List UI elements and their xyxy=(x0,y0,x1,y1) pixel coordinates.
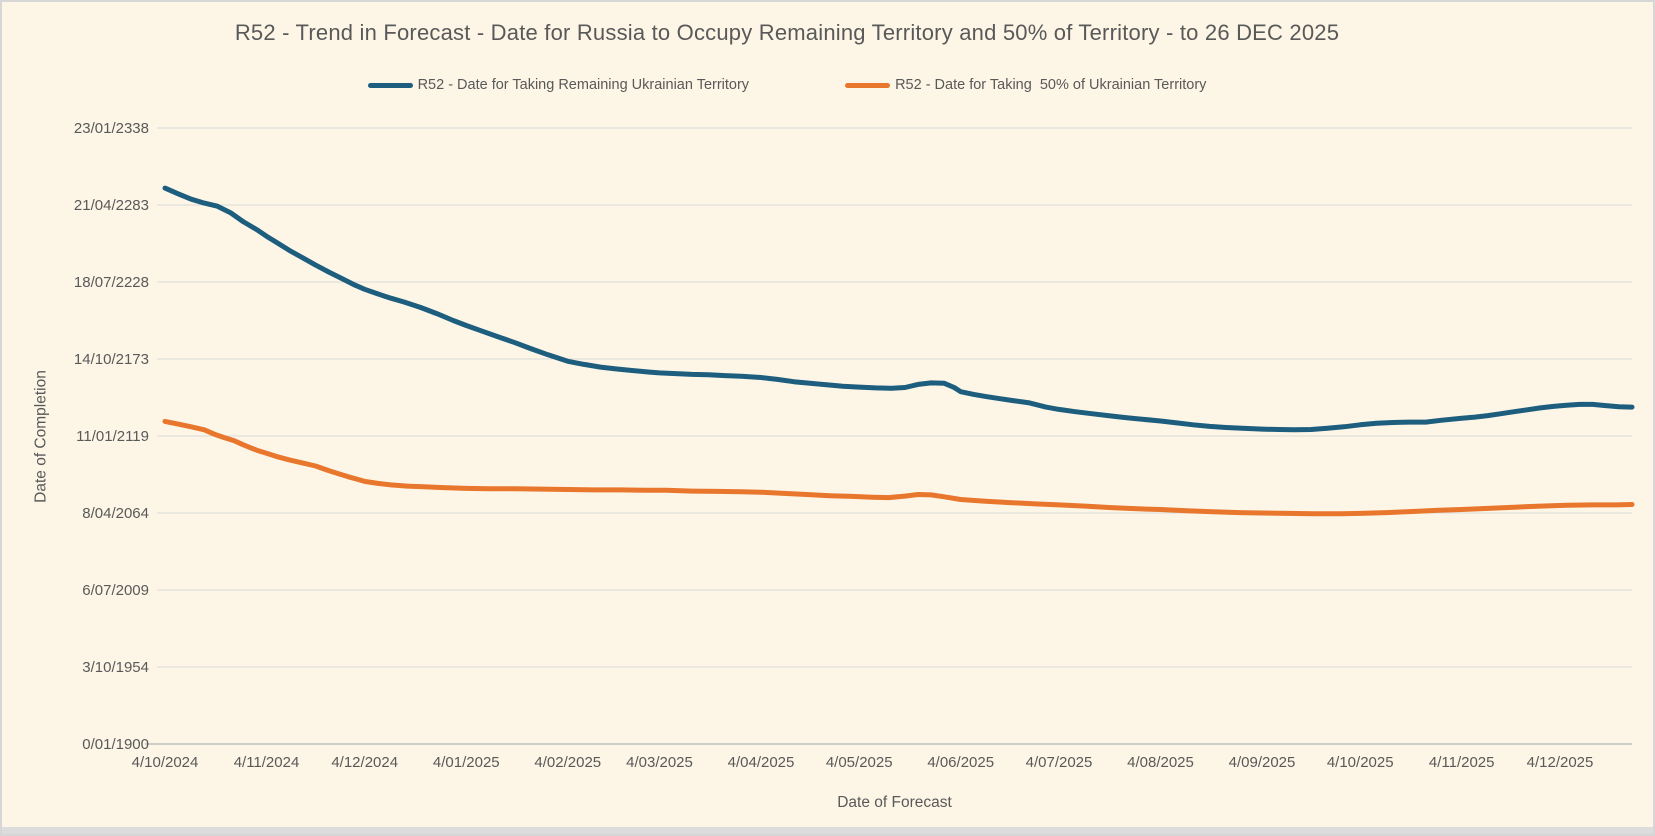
series-line-50pct-territory xyxy=(162,418,1635,517)
x-tick-label: 4/03/2025 xyxy=(626,754,693,771)
y-tick-label: 11/01/2119 xyxy=(76,428,149,445)
x-tick-label: 4/11/2025 xyxy=(1429,754,1495,771)
y-tick-label: 18/07/2228 xyxy=(74,274,149,291)
x-tick-label: 4/04/2025 xyxy=(728,754,795,771)
x-axis-title: Date of Forecast xyxy=(837,794,952,811)
y-tick-label: 23/01/2338 xyxy=(74,120,149,137)
chart-title: R52 - Trend in Forecast - Date for Russi… xyxy=(234,20,1340,45)
x-tick-label: 4/10/2024 xyxy=(132,754,199,771)
x-tick-label: 4/11/2024 xyxy=(234,754,300,771)
x-tick-label: 4/01/2025 xyxy=(433,754,500,771)
x-tick-label: 4/07/2025 xyxy=(1026,754,1093,771)
x-tick-label: 4/09/2025 xyxy=(1229,754,1296,771)
y-tick-label: 3/10/1954 xyxy=(82,659,149,676)
y-tick-label: 6/07/2009 xyxy=(82,582,149,599)
bottom-edge-strip xyxy=(2,827,1653,834)
legend-swatch-50pct-territory-icon xyxy=(845,82,891,88)
x-tick-label: 4/08/2025 xyxy=(1127,754,1194,771)
legend-item-50pct-territory: R52 - Date for Taking 50% of Ukrainian T… xyxy=(845,77,1206,93)
y-axis-title: Date of Completion xyxy=(32,370,50,503)
x-tick-label: 4/12/2025 xyxy=(1527,754,1594,771)
legend: R52 - Date for Taking Remaining Ukrainia… xyxy=(2,77,1572,93)
y-tick-label: 8/04/2064 xyxy=(82,505,149,522)
x-tick-label: 4/02/2025 xyxy=(534,754,601,771)
x-tick-label: 4/10/2025 xyxy=(1327,754,1394,771)
series-line-remaining-territory xyxy=(162,185,1635,433)
legend-item-remaining-territory: R52 - Date for Taking Remaining Ukrainia… xyxy=(367,77,750,93)
legend-label-remaining-territory: R52 - Date for Taking Remaining Ukrainia… xyxy=(417,77,750,93)
y-tick-label: 14/10/2173 xyxy=(74,351,149,368)
legend-label-50pct-territory: R52 - Date for Taking 50% of Ukrainian T… xyxy=(895,77,1207,93)
x-tick-label: 4/05/2025 xyxy=(826,754,893,771)
y-tick-label: 21/04/2283 xyxy=(74,197,149,214)
y-tick-label: 0/01/1900 xyxy=(82,736,149,753)
x-tick-label: 4/06/2025 xyxy=(927,754,994,771)
x-tick-label: 4/12/2024 xyxy=(331,754,398,771)
legend-swatch-remaining-territory-icon xyxy=(367,82,413,88)
